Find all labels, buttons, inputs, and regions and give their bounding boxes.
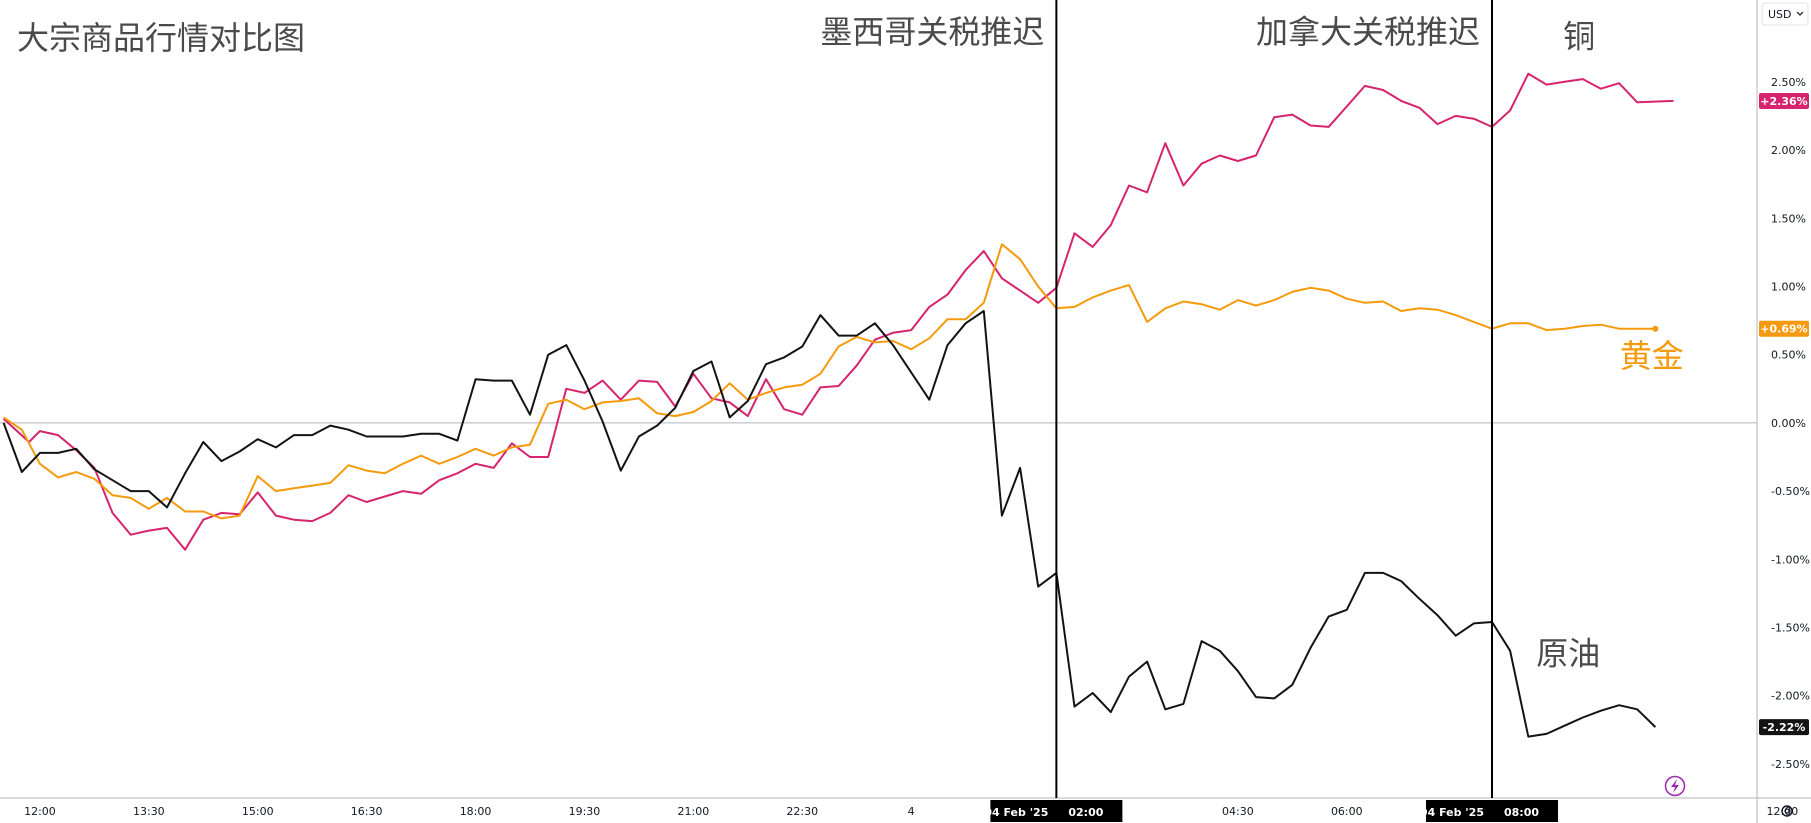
x-tick-label: 4 bbox=[908, 805, 915, 818]
event-layer: 墨西哥关税推迟 Tue 04 Feb '25 02:00 加拿大关税推迟 Tue 04 … bbox=[820, 0, 1558, 822]
event-time: 08:00 bbox=[1504, 806, 1539, 819]
y-tick-label: 2.50% bbox=[1771, 76, 1806, 89]
series-layer bbox=[2, 72, 1674, 738]
x-tick-label: 22:30 bbox=[786, 805, 818, 818]
x-tick-label: 19:30 bbox=[569, 805, 601, 818]
y-tick-label: 2.00% bbox=[1771, 144, 1806, 157]
x-tick-label: 13:30 bbox=[133, 805, 165, 818]
x-tick-label: 04:30 bbox=[1222, 805, 1254, 818]
event-annotation-1: 加拿大关税推迟 bbox=[1256, 13, 1480, 51]
price-axis[interactable]: 2.50% 2.00% 1.50% 1.00% 0.50% 0.00% -0.50% -1.0… bbox=[1771, 76, 1810, 771]
svg-text:-2.22%: -2.22% bbox=[1763, 721, 1806, 734]
event-time: 02:00 bbox=[1068, 806, 1103, 819]
svg-text:+0.69%: +0.69% bbox=[1760, 323, 1807, 336]
series-name-label-0: 铜 bbox=[1563, 18, 1595, 56]
y-tick-label: 1.50% bbox=[1771, 212, 1806, 225]
svg-text:+2.36%: +2.36% bbox=[1760, 95, 1807, 108]
x-tick-label: 16:30 bbox=[351, 805, 383, 818]
y-tick-label: -0.50% bbox=[1771, 485, 1810, 498]
event-date: Tue 04 Feb '25 bbox=[959, 806, 1048, 819]
last-value-tag-0: +2.36% bbox=[1759, 92, 1809, 109]
y-tick-label: -2.50% bbox=[1771, 758, 1810, 771]
x-tick-label: 12:00 bbox=[24, 805, 56, 818]
event-time-tag-1: Tue 04 Feb '25 08:00 bbox=[1395, 800, 1558, 822]
y-tick-label: 0.50% bbox=[1771, 349, 1806, 362]
y-tick-label: 1.00% bbox=[1771, 280, 1806, 293]
gear-icon[interactable] bbox=[1781, 805, 1793, 817]
x-tick-label: 21:00 bbox=[678, 805, 710, 818]
x-tick-label: 15:00 bbox=[242, 805, 274, 818]
chevron-down-icon bbox=[1796, 11, 1804, 16]
y-tick-label: -1.50% bbox=[1771, 621, 1810, 634]
last-value-tag-2: -2.22% bbox=[1759, 719, 1809, 736]
event-date: Tue 04 Feb '25 bbox=[1395, 806, 1484, 819]
event-time-tag-0: Tue 04 Feb '25 02:00 bbox=[959, 800, 1123, 822]
lightning-icon[interactable] bbox=[1664, 775, 1686, 797]
last-value-tag-1: +0.69% bbox=[1759, 320, 1809, 337]
event-annotation-0: 墨西哥关税推迟 bbox=[820, 13, 1044, 51]
x-tick-label: 06:00 bbox=[1331, 805, 1363, 818]
series-line-2[interactable] bbox=[2, 310, 1657, 738]
y-tick-label: -2.00% bbox=[1771, 690, 1810, 703]
series-name-label-2: 原油 bbox=[1536, 634, 1600, 672]
series-end-dot bbox=[1652, 325, 1659, 332]
currency-label: USD bbox=[1768, 8, 1792, 21]
x-tick-label: 18:00 bbox=[460, 805, 492, 818]
series-line-1[interactable] bbox=[3, 243, 1656, 520]
y-tick-label: -1.00% bbox=[1771, 553, 1810, 566]
series-line-0[interactable] bbox=[2, 72, 1674, 551]
chart-title: 大宗商品行情对比图 bbox=[17, 19, 305, 57]
currency-selector[interactable]: USD bbox=[1761, 2, 1809, 26]
series-name-label-1: 黄金 bbox=[1620, 337, 1684, 375]
y-tick-label: 0.00% bbox=[1771, 417, 1806, 430]
last-value-tags: +2.36% +0.69% -2.22% bbox=[1759, 92, 1809, 736]
